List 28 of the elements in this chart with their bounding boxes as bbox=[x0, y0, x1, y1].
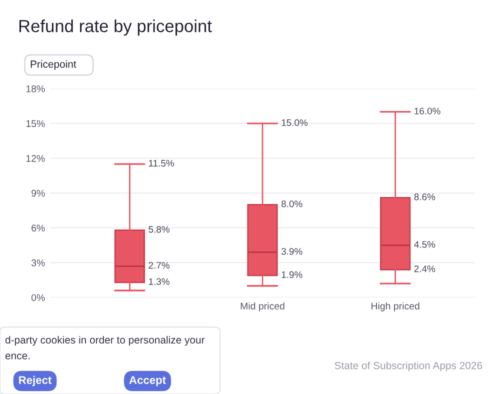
y-tick-label: 15% bbox=[26, 120, 45, 128]
y-tick-label: 3% bbox=[31, 259, 45, 266]
text: 1.3% bbox=[149, 278, 170, 285]
y-tick-label: 18% bbox=[26, 85, 45, 92]
text: 5.8% bbox=[148, 226, 170, 233]
text: 8.0% bbox=[282, 200, 302, 208]
text: 11.5% bbox=[149, 160, 174, 167]
text: 2.4% bbox=[414, 265, 436, 272]
text: ence. bbox=[5, 354, 30, 360]
text: 8.6% bbox=[414, 194, 436, 200]
text: 3.9% bbox=[281, 248, 302, 255]
x-tick-label: High priced bbox=[372, 302, 420, 312]
text: 2.7% bbox=[148, 262, 170, 269]
chart-title: Refund rate by pricepoint bbox=[19, 19, 212, 36]
y-tick-label: 12% bbox=[26, 154, 45, 162]
y-tick-label: 9% bbox=[32, 190, 45, 197]
text: Accept bbox=[129, 376, 166, 386]
text: 15.0% bbox=[282, 119, 308, 126]
text: Reject bbox=[19, 376, 52, 386]
x-tick-label: Mid priced bbox=[240, 302, 284, 312]
text: 4.5% bbox=[414, 241, 436, 248]
text: Pricepoint bbox=[30, 60, 76, 70]
text: d-party cookies in order to personalize your bbox=[5, 336, 205, 346]
text: 16.0% bbox=[414, 108, 440, 114]
text: 1.9% bbox=[282, 271, 302, 278]
y-tick-label: 0% bbox=[31, 294, 45, 302]
y-tick-label: 6% bbox=[32, 224, 45, 232]
text: State of Subscription Apps 2026 bbox=[334, 362, 482, 372]
